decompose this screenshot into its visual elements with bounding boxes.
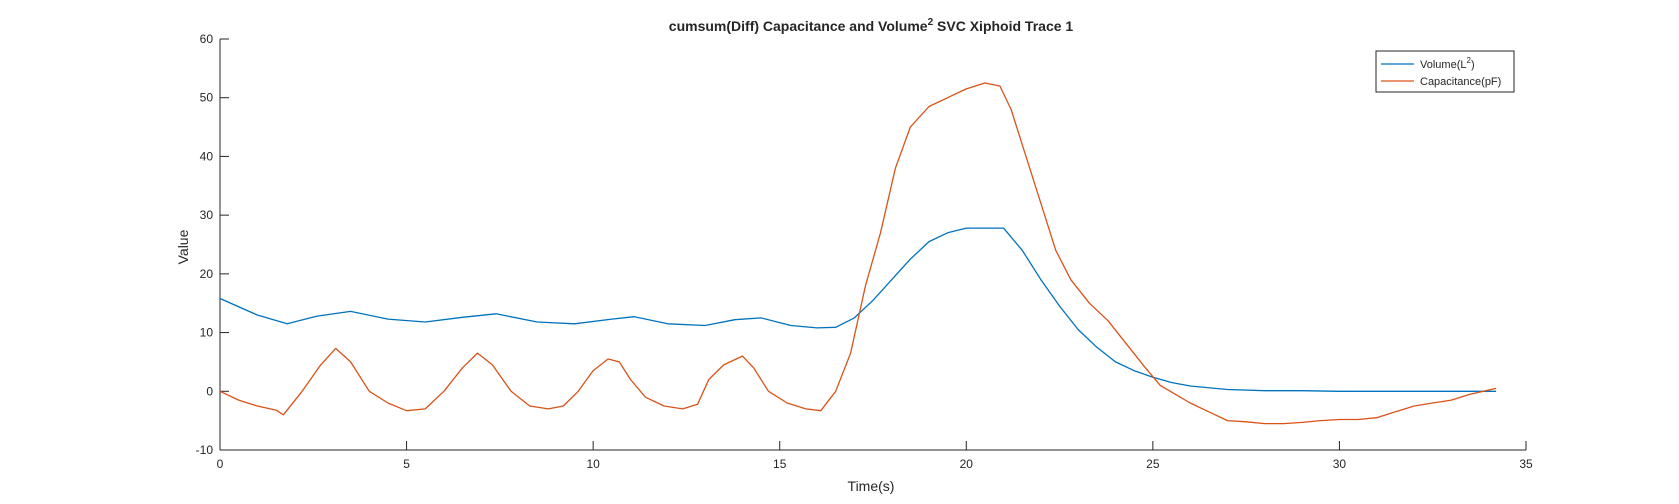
legend-volume-label-suffix: ) (1471, 59, 1475, 71)
y-tick-label: 50 (200, 91, 214, 105)
y-tick-label: -10 (196, 443, 214, 457)
x-tick-label: 15 (773, 457, 787, 471)
y-axis-label: Value (175, 229, 191, 264)
x-axis-label: Time(s) (848, 478, 895, 494)
y-tick-label: 0 (206, 384, 213, 398)
x-tick-label: 5 (403, 457, 410, 471)
legend-volume-label-prefix: Volume(L (1420, 59, 1466, 71)
x-tick-label: 0 (217, 457, 224, 471)
legend-volume-label-superscript: 2 (1466, 56, 1471, 65)
y-tick-label: 60 (200, 32, 214, 46)
series-line-capacitance (219, 82, 1497, 425)
legend-volume-label: Volume(L2) (1420, 56, 1475, 71)
x-tick-label: 20 (960, 457, 974, 471)
legend-box (1375, 50, 1515, 93)
chart-title-prefix: cumsum(Diff) Capacitance and Volume (669, 18, 928, 34)
chart-title-superscript: 2 (928, 17, 934, 28)
y-tick-label: 40 (200, 149, 214, 163)
series-line-volume (219, 227, 1497, 392)
legend-capacitance-label: Capacitance(pF) (1420, 76, 1501, 88)
chart-title: cumsum(Diff) Capacitance and Volume2 SVC… (669, 17, 1074, 34)
x-tick-label: 10 (586, 457, 600, 471)
legend: Volume(L2) Capacitance(pF) (1375, 50, 1515, 93)
y-tick-label: 30 (200, 208, 214, 222)
x-tick-label: 35 (1519, 457, 1533, 471)
x-tick-label: 30 (1333, 457, 1347, 471)
y-tick-label: 10 (200, 326, 214, 340)
chart-title-suffix: SVC Xiphoid Trace 1 (933, 18, 1073, 34)
y-tick-label: 20 (200, 267, 214, 281)
x-tick-label: 25 (1146, 457, 1160, 471)
